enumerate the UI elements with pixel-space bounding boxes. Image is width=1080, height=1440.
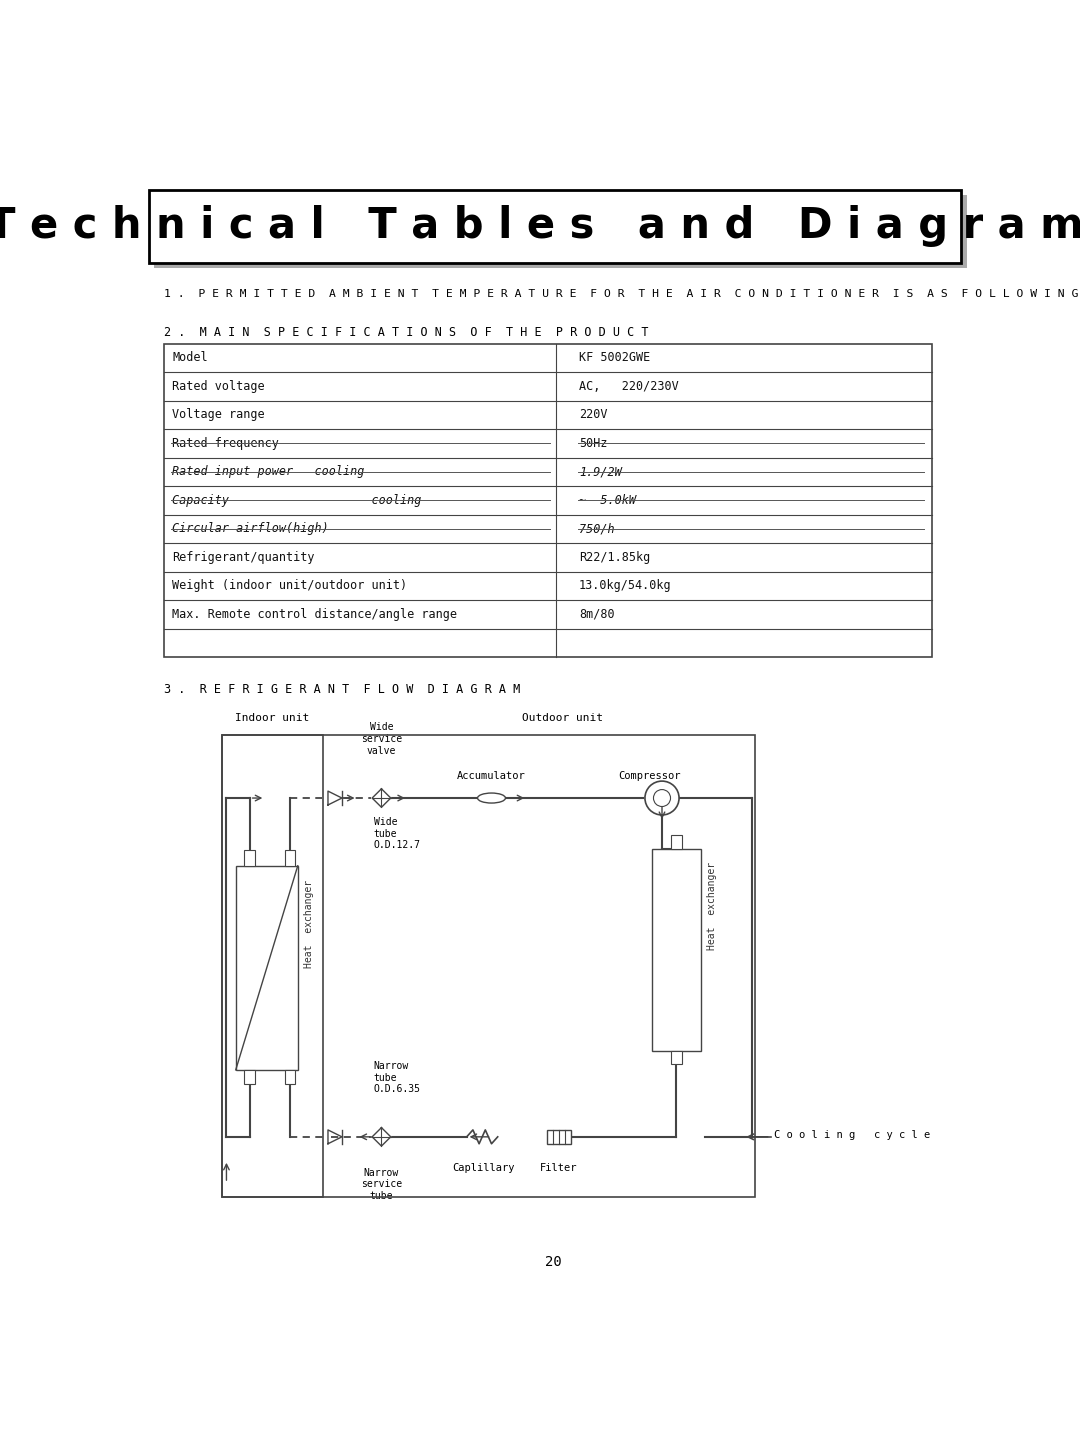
Text: Rated voltage: Rated voltage	[172, 380, 265, 393]
Text: 220V: 220V	[579, 409, 608, 422]
Text: 50Hz: 50Hz	[579, 436, 608, 449]
Text: Refrigerant/quantity: Refrigerant/quantity	[172, 552, 314, 564]
Text: Compressor: Compressor	[618, 772, 680, 782]
Text: 8m/80: 8m/80	[579, 608, 615, 621]
Text: Max. Remote control distance/angle range: Max. Remote control distance/angle range	[172, 608, 457, 621]
Bar	[671, 835, 681, 848]
Bar	[235, 865, 298, 1070]
Text: Accumulator: Accumulator	[457, 772, 526, 782]
Bar	[149, 190, 961, 264]
Polygon shape	[373, 789, 391, 808]
Text: 3 .  R E F R I G E R A N T  F L O W  D I A G R A M: 3 . R E F R I G E R A N T F L O W D I A …	[164, 683, 521, 696]
Circle shape	[645, 780, 679, 815]
Text: Circular airflow(high): Circular airflow(high)	[172, 523, 329, 536]
Text: Caplillary: Caplillary	[453, 1162, 515, 1172]
Bar	[221, 734, 323, 1197]
Bar	[671, 1051, 681, 1064]
Text: 20: 20	[545, 1256, 562, 1269]
Text: Narrow
tube
O.D.6.35: Narrow tube O.D.6.35	[374, 1061, 421, 1094]
Text: Capacity                    cooling: Capacity cooling	[172, 494, 421, 507]
Text: 750/h: 750/h	[579, 523, 615, 536]
Text: 1 .  P E R M I T T E D  A M B I E N T  T E M P E R A T U R E  F O R  T H E  A I : 1 . P E R M I T T E D A M B I E N T T E …	[164, 289, 1079, 300]
Text: Narrow
service
tube: Narrow service tube	[361, 1168, 402, 1201]
Text: Wide
service
valve: Wide service valve	[361, 723, 402, 756]
Bar	[154, 196, 967, 268]
Text: Heat  exchanger: Heat exchanger	[303, 880, 313, 968]
Polygon shape	[373, 1128, 391, 1146]
Text: 13.0kg/54.0kg: 13.0kg/54.0kg	[579, 579, 672, 592]
Bar	[244, 851, 255, 865]
Text: R22/1.85kg: R22/1.85kg	[579, 552, 650, 564]
Text: Weight (indoor unit/outdoor unit): Weight (indoor unit/outdoor unit)	[172, 579, 407, 592]
Text: Outdoor unit: Outdoor unit	[522, 713, 603, 723]
Text: Indoor unit: Indoor unit	[235, 713, 310, 723]
Text: Heat  exchanger: Heat exchanger	[706, 861, 717, 950]
Ellipse shape	[477, 793, 505, 804]
Text: AC,   220/230V: AC, 220/230V	[579, 380, 679, 393]
Bar	[652, 848, 701, 1051]
Text: Filter: Filter	[540, 1162, 578, 1172]
Text: KF 5002GWE: KF 5002GWE	[579, 351, 650, 364]
Text: 2 .  M A I N  S P E C I F I C A T I O N S  O F  T H E  P R O D U C T: 2 . M A I N S P E C I F I C A T I O N S …	[164, 327, 649, 340]
Text: Rated input power   cooling: Rated input power cooling	[172, 465, 365, 478]
Bar	[548, 1130, 570, 1143]
Bar	[284, 1070, 296, 1084]
Bar	[244, 1070, 255, 1084]
Text: T e c h n i c a l   T a b l e s   a n d   D i a g r a m s: T e c h n i c a l T a b l e s a n d D i …	[0, 206, 1080, 248]
Text: ~  5.0kW: ~ 5.0kW	[579, 494, 636, 507]
Text: Rated frequency: Rated frequency	[172, 436, 279, 449]
Bar	[221, 734, 755, 1197]
Bar	[284, 851, 296, 865]
Text: C o o l i n g   c y c l e: C o o l i n g c y c l e	[774, 1130, 931, 1140]
Circle shape	[653, 789, 671, 806]
Text: Wide
tube
O.D.12.7: Wide tube O.D.12.7	[374, 818, 421, 851]
Text: 1.9/2W: 1.9/2W	[579, 465, 622, 478]
Text: Voltage range: Voltage range	[172, 409, 265, 422]
Bar	[164, 344, 932, 657]
Text: Model: Model	[172, 351, 207, 364]
